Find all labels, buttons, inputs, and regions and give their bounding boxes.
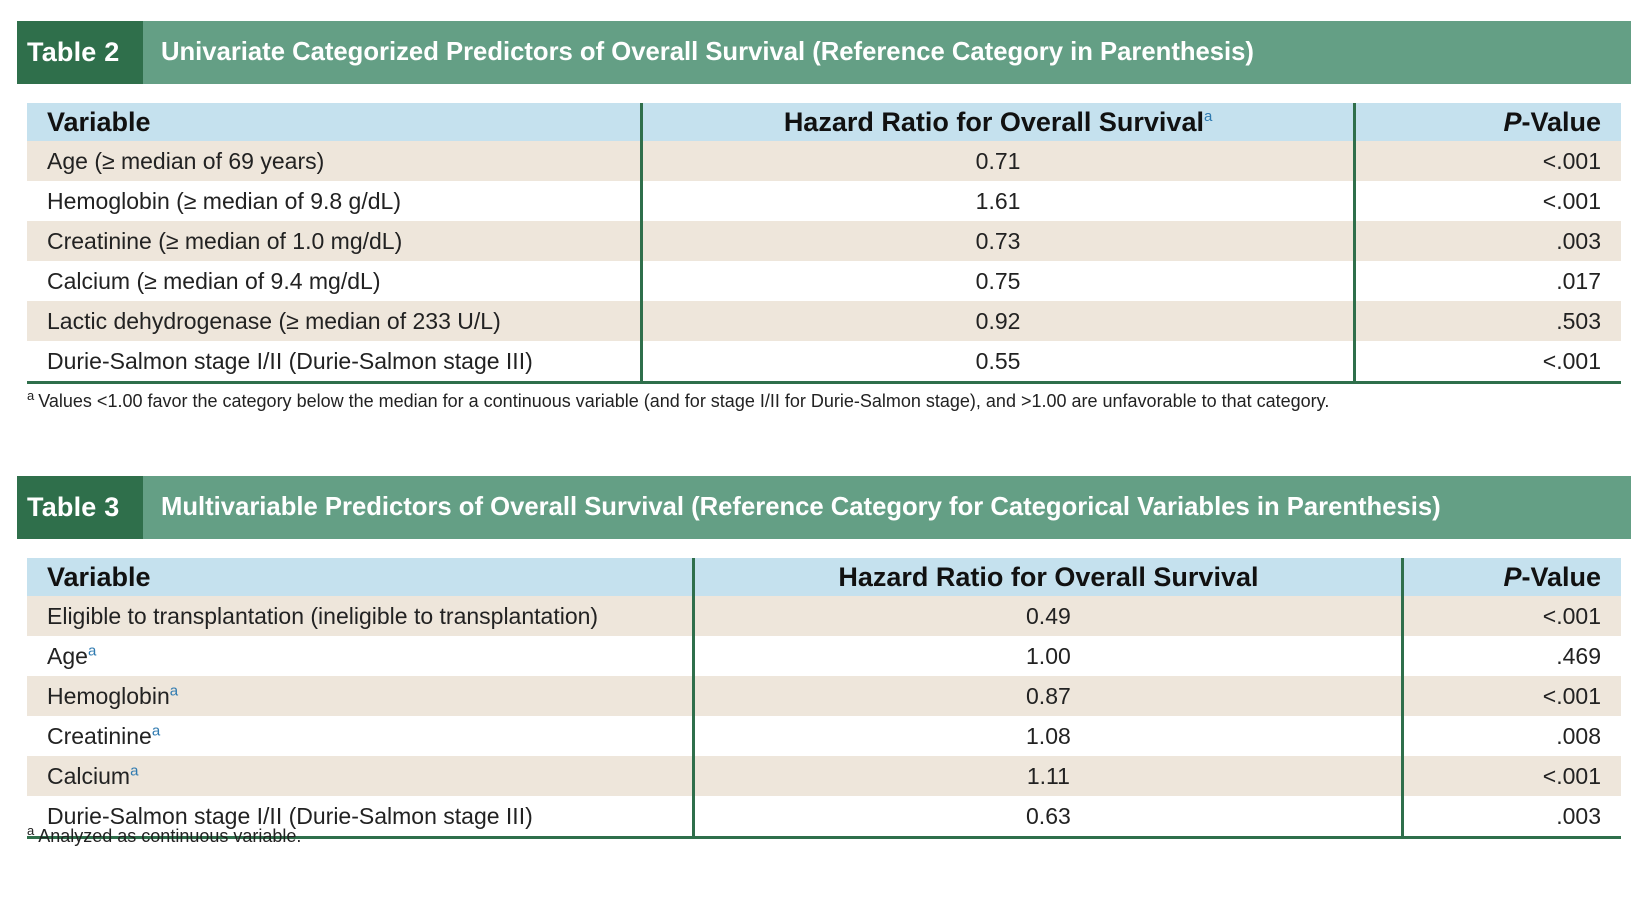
cell-hazard-ratio: 0.87 <box>693 676 1405 716</box>
cell-hazard-ratio: 1.61 <box>641 181 1357 221</box>
variable-text: Hemoglobin <box>47 682 170 709</box>
column-header-p-value: P-Value <box>1354 103 1621 141</box>
cell-variable: Agea <box>27 636 696 676</box>
cell-p-value: <.001 <box>1402 596 1621 636</box>
column-header-hazard-ratio: Hazard Ratio for Overall Survival <box>693 558 1405 596</box>
cell-p-value: .469 <box>1402 636 1621 676</box>
cell-hazard-ratio: 1.11 <box>693 756 1405 796</box>
table-3-header: Table 3 Multivariable Predictors of Over… <box>17 476 1631 541</box>
variable-text: Calcium (≥ median of 9.4 mg/dL) <box>47 267 381 294</box>
cell-hazard-ratio: 0.71 <box>641 141 1357 181</box>
table-row: Hemoglobin (≥ median of 9.8 g/dL) 1.61 <.0… <box>27 181 1621 221</box>
cell-p-value: <.001 <box>1354 141 1621 181</box>
cell-p-value: .003 <box>1402 796 1621 839</box>
cell-hazard-ratio: 0.73 <box>641 221 1357 261</box>
table-3-rows: Eligible to transplantation (ineligible … <box>27 596 1621 839</box>
cell-hazard-ratio: 1.00 <box>693 636 1405 676</box>
footnote-text: Analyzed as continuous variable. <box>38 826 302 846</box>
variable-text: Creatinine (≥ median of 1.0 mg/dL) <box>47 227 403 254</box>
cell-variable: Durie-Salmon stage I/II (Durie-Salmon st… <box>27 796 696 839</box>
variable-text: Age <box>47 642 88 669</box>
table-3-column-headers: Variable Hazard Ratio for Overall Surviv… <box>27 558 1621 596</box>
cell-p-value: <.001 <box>1354 341 1621 384</box>
table-2-header: Table 2 Univariate Categorized Predictor… <box>17 21 1631 86</box>
table-row: Creatininea 1.08.008 <box>27 716 1621 756</box>
cell-variable: Hemoglobin (≥ median of 9.8 g/dL) <box>27 181 644 221</box>
cell-hazard-ratio: 0.63 <box>693 796 1405 839</box>
table-row: Calcium (≥ median of 9.4 mg/dL) 0.75.017 <box>27 261 1621 301</box>
table-3: Table 3 Multivariable Predictors of Over… <box>17 476 1631 839</box>
footnote-marker: a <box>151 721 161 739</box>
table-2-grid: Variable Hazard Ratio for Overall Surviv… <box>27 103 1621 384</box>
table-row: Calciuma 1.11 <.001 <box>27 756 1621 796</box>
cell-variable: Creatinine (≥ median of 1.0 mg/dL) <box>27 221 644 261</box>
p-value-rest: -Value <box>1521 106 1601 137</box>
variable-text: Calcium <box>47 762 131 789</box>
column-header-variable: Variable <box>27 558 696 596</box>
cell-p-value: <.001 <box>1402 676 1621 716</box>
table-2-rows: Age (≥ median of 69 years) 0.71 <.001 Hemog… <box>27 141 1621 384</box>
variable-text: Eligible to transplantation (ineligible … <box>47 602 599 629</box>
cell-hazard-ratio: 0.49 <box>693 596 1405 636</box>
table-2: Table 2 Univariate Categorized Predictor… <box>17 21 1631 384</box>
p-value-italic: P <box>1503 561 1522 592</box>
table-3-footnote: a Analyzed as continuous variable. <box>27 823 302 847</box>
cell-variable: Lactic dehydrogenase (≥ median of 233 U/… <box>27 301 644 341</box>
column-header-variable: Variable <box>27 103 644 141</box>
cell-variable: Calcium (≥ median of 9.4 mg/dL) <box>27 261 644 301</box>
table-2-number: Table 2 <box>17 21 143 84</box>
cell-variable: Hemoglobina <box>27 676 696 716</box>
cell-p-value: <.001 <box>1354 181 1621 221</box>
cell-p-value: .008 <box>1402 716 1621 756</box>
cell-hazard-ratio: 0.92 <box>641 301 1357 341</box>
cell-p-value: .017 <box>1354 261 1621 301</box>
variable-text: Age (≥ median of 69 years) <box>47 147 325 174</box>
table-3-number: Table 3 <box>17 476 143 539</box>
cell-variable: Durie-Salmon stage I/II (Durie-Salmon st… <box>27 341 644 384</box>
table-row: Eligible to transplantation (ineligible … <box>27 596 1621 636</box>
cell-hazard-ratio: 0.55 <box>641 341 1357 384</box>
footnote-marker: a <box>169 681 179 699</box>
table-2-footnote: a Values <1.00 favor the category below t… <box>27 388 1330 412</box>
variable-text: Lactic dehydrogenase (≥ median of 233 U/… <box>47 307 501 334</box>
cell-p-value: .503 <box>1354 301 1621 341</box>
footnote-marker: a <box>27 823 35 838</box>
hazard-header-text: Hazard Ratio for Overall Survival <box>783 106 1204 137</box>
table-row: Age (≥ median of 69 years) 0.71 <.001 <box>27 141 1621 181</box>
table-2-column-headers: Variable Hazard Ratio for Overall Surviv… <box>27 103 1621 141</box>
variable-text: Durie-Salmon stage I/II (Durie-Salmon st… <box>47 347 533 374</box>
cell-variable: Calciuma <box>27 756 696 796</box>
table-row: Durie-Salmon stage I/II (Durie-Salmon st… <box>27 341 1621 384</box>
cell-hazard-ratio: 0.75 <box>641 261 1357 301</box>
table-3-grid: Variable Hazard Ratio for Overall Surviv… <box>27 558 1621 839</box>
column-header-hazard-ratio: Hazard Ratio for Overall Survivala <box>641 103 1357 141</box>
variable-text: Creatinine <box>47 722 152 749</box>
table-row: Hemoglobina 0.87 <.001 <box>27 676 1621 716</box>
table-row: Agea 1.00.469 <box>27 636 1621 676</box>
p-value-italic: P <box>1503 106 1522 137</box>
variable-text: Durie-Salmon stage I/II (Durie-Salmon st… <box>47 802 533 829</box>
variable-text: Hemoglobin (≥ median of 9.8 g/dL) <box>47 187 401 214</box>
footnote-text: Values <1.00 favor the category below th… <box>38 391 1330 411</box>
hazard-header-footnote-marker: a <box>1203 107 1213 125</box>
table-3-title: Multivariable Predictors of Overall Surv… <box>161 493 1441 521</box>
table-row: Creatinine (≥ median of 1.0 mg/dL) 0.73.0… <box>27 221 1621 261</box>
p-value-rest: -Value <box>1521 561 1601 592</box>
table-2-title: Univariate Categorized Predictors of Ove… <box>161 38 1254 66</box>
footnote-marker: a <box>130 761 139 779</box>
cell-variable: Creatininea <box>27 716 696 756</box>
cell-p-value: .003 <box>1354 221 1621 261</box>
table-row: Lactic dehydrogenase (≥ median of 233 U/… <box>27 301 1621 341</box>
cell-variable: Eligible to transplantation (ineligible … <box>27 596 696 636</box>
footnote-marker: a <box>87 641 97 659</box>
footnote-marker: a <box>27 388 35 403</box>
cell-hazard-ratio: 1.08 <box>693 716 1405 756</box>
cell-p-value: <.001 <box>1402 756 1621 796</box>
cell-variable: Age (≥ median of 69 years) <box>27 141 644 181</box>
table-row: Durie-Salmon stage I/II (Durie-Salmon st… <box>27 796 1621 839</box>
column-header-p-value: P-Value <box>1402 558 1621 596</box>
